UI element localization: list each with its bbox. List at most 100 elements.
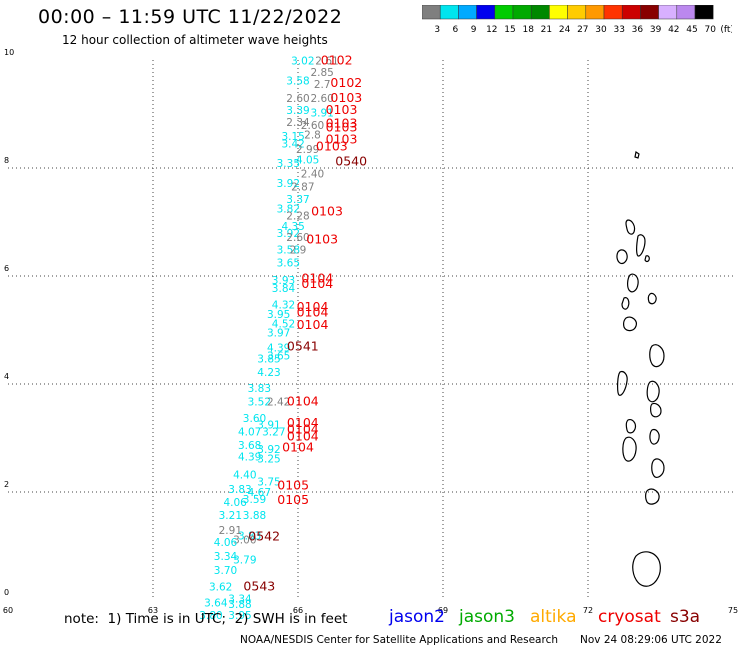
x-tick-label: 66 bbox=[293, 606, 303, 615]
wave-height-label: 3.82 bbox=[277, 203, 300, 215]
coastline-outline bbox=[649, 428, 660, 445]
coastline-outline bbox=[649, 344, 665, 368]
wave-height-label: 3.42 bbox=[281, 138, 304, 150]
pass-time-label: 0542 bbox=[248, 529, 280, 544]
wave-height-label: 3.02 bbox=[291, 55, 314, 67]
footnote: note: 1) Time is in UTC; 2) SWH is in fe… bbox=[64, 611, 348, 627]
coastline-outline bbox=[645, 488, 660, 505]
wave-height-label: 2.61 bbox=[315, 55, 338, 67]
wave-height-label: 3.85 bbox=[257, 353, 280, 365]
wave-height-label: 3.65 bbox=[277, 257, 300, 269]
wave-height-label: 2.60 bbox=[286, 93, 309, 105]
wave-height-label: 3.27 bbox=[262, 426, 285, 438]
wave-height-label: 3.83 bbox=[248, 383, 271, 395]
wave-height-label: 2.8 bbox=[304, 129, 321, 141]
wave-height-label: 3.97 bbox=[267, 327, 290, 339]
wave-height-label: 2.42 bbox=[267, 397, 290, 409]
satellite-legend-altika: altika bbox=[530, 607, 577, 627]
pass-time-label: 0103 bbox=[326, 116, 358, 131]
legend-label: (ft) bbox=[720, 25, 732, 35]
legend-label: 24 bbox=[559, 25, 571, 35]
wave-height-label: 4.32 bbox=[272, 299, 295, 311]
pass-time-label: 0104 bbox=[297, 305, 329, 320]
y-tick-label: 2 bbox=[4, 480, 9, 489]
wave-height-label: 4.07 bbox=[238, 426, 261, 438]
coastline-outline bbox=[644, 255, 650, 263]
satellite-legend-s3a: s3a bbox=[670, 607, 701, 627]
coastline-outline bbox=[632, 551, 661, 587]
pass-time-label: 0103 bbox=[330, 90, 362, 105]
coastline-outline bbox=[623, 316, 637, 332]
wave-height-label: 3.91 bbox=[310, 108, 333, 120]
pass-time-label: 0104 bbox=[282, 440, 314, 455]
wave-height-label: 3.15 bbox=[281, 131, 304, 143]
legend-label: 21 bbox=[541, 25, 552, 35]
wave-height-label: 3.88 bbox=[228, 599, 251, 611]
wave-height-label: 2.40 bbox=[301, 169, 324, 181]
generated-timestamp: Nov 24 08:29:06 UTC 2022 bbox=[580, 634, 722, 646]
pass-time-label: 0104 bbox=[287, 394, 319, 409]
y-tick-label: 6 bbox=[4, 264, 9, 273]
coastline-outline bbox=[650, 402, 662, 418]
coastline-outline bbox=[621, 297, 630, 310]
legend-label: 9 bbox=[471, 25, 477, 35]
pass-time-label: 0102 bbox=[321, 52, 353, 67]
credit-line: NOAA/NESDIS Center for Satellite Applica… bbox=[240, 634, 558, 646]
coastline-outline bbox=[622, 436, 637, 462]
coastline-outline bbox=[627, 273, 639, 293]
wave-height-label: 3.58 bbox=[277, 244, 300, 256]
chart-subtitle: 12 hour collection of altimeter wave hei… bbox=[62, 33, 328, 47]
wave-height-label: 4.52 bbox=[272, 318, 295, 330]
wave-height-label: 3.52 bbox=[248, 397, 271, 409]
legend-label: 42 bbox=[668, 25, 679, 35]
pass-time-label: 0104 bbox=[297, 299, 329, 314]
wave-height-label: 3.88 bbox=[243, 510, 266, 522]
wave-height-label: 3.37 bbox=[286, 194, 309, 206]
pass-time-label: 0540 bbox=[335, 153, 367, 168]
wave-height-label: 3.95 bbox=[228, 610, 251, 622]
satellite-legend-jason3: jason3 bbox=[459, 607, 515, 627]
pass-time-label: 0104 bbox=[287, 422, 319, 437]
wave-height-label: 4.23 bbox=[257, 367, 280, 379]
coastline-outline bbox=[617, 370, 628, 396]
pass-time-label: 0105 bbox=[277, 492, 309, 507]
legend-label: 12 bbox=[486, 25, 497, 35]
legend-label: 39 bbox=[650, 25, 662, 35]
wave-height-label: 2.99 bbox=[296, 144, 319, 156]
y-tick-label: 0 bbox=[4, 588, 9, 597]
x-tick-label: 75 bbox=[728, 606, 738, 615]
wave-height-label: 3.92 bbox=[277, 228, 300, 240]
coastline-outline bbox=[647, 292, 657, 305]
wave-height-label: 3.39 bbox=[286, 105, 309, 117]
wave-height-label: 4.06 bbox=[223, 497, 247, 509]
wave-height-label: 3.68 bbox=[238, 440, 261, 452]
wave-height-label: 2.60 bbox=[286, 232, 309, 244]
wave-height-label: 3.93 bbox=[272, 275, 295, 287]
legend-label: 33 bbox=[613, 25, 624, 35]
wave-height-label: 2.7 bbox=[314, 79, 331, 91]
wave-height-label: 3.25 bbox=[257, 453, 280, 465]
pass-time-label: 0103 bbox=[326, 132, 358, 147]
wave-height-label: 3.58 bbox=[286, 75, 309, 87]
x-tick-label: 69 bbox=[438, 606, 448, 615]
wave-height-label: 4.67 bbox=[248, 487, 271, 499]
wave-height-label: 3.64 bbox=[204, 597, 228, 609]
pass-time-label: 0104 bbox=[287, 429, 319, 444]
wave-height-label: 3.60 bbox=[243, 413, 266, 425]
pass-time-label: 0541 bbox=[287, 339, 319, 354]
wave-height-label: 3.75 bbox=[257, 477, 280, 489]
wave-height-label: 3.00 bbox=[233, 534, 256, 546]
coastline-outline bbox=[651, 458, 665, 479]
pass-time-label: 0104 bbox=[301, 276, 333, 291]
pass-time-label: 0103 bbox=[326, 102, 358, 117]
coastline-outline bbox=[625, 418, 637, 434]
wave-height-label: 3.21 bbox=[219, 510, 242, 522]
satellite-legend-jason2: jason2 bbox=[389, 607, 445, 627]
legend-label: 18 bbox=[522, 25, 534, 35]
coastline-outline bbox=[616, 249, 628, 265]
wave-height-label: 3.91 bbox=[257, 419, 280, 431]
legend-label: 27 bbox=[577, 25, 588, 35]
wave-height-label: 3.92 bbox=[257, 444, 280, 456]
